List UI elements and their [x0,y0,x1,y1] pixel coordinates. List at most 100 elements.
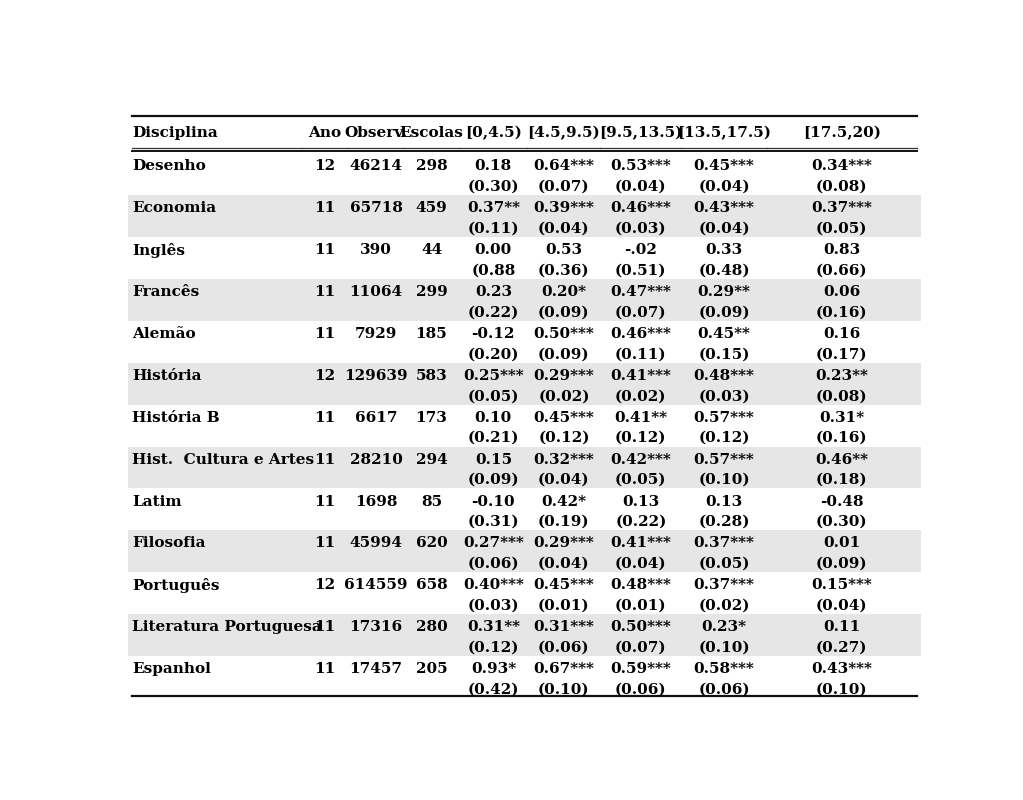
Text: Português: Português [132,578,219,594]
Text: 0.64***: 0.64*** [533,159,594,174]
Text: 0.10: 0.10 [475,410,512,425]
Text: (0.17): (0.17) [816,347,868,362]
Bar [128,614,921,656]
Text: 0.31***: 0.31*** [533,620,594,634]
Text: (0.88: (0.88 [472,263,516,278]
Text: 0.42*: 0.42* [541,494,586,509]
Text: 0.20*: 0.20* [541,285,586,299]
Text: 0.37***: 0.37*** [694,537,755,550]
Text: (0.18): (0.18) [816,473,868,487]
Text: 0.37**: 0.37** [466,202,520,215]
Text: 0.40***: 0.40*** [463,578,524,592]
Text: 0.48***: 0.48*** [611,578,671,592]
Text: Ano: Ano [308,126,341,139]
Text: (0.12): (0.12) [699,431,750,445]
Text: 620: 620 [415,537,447,550]
Text: 0.00: 0.00 [475,243,512,258]
Text: 0.47***: 0.47*** [611,285,671,299]
Text: 1698: 1698 [355,494,397,509]
Text: Hist.  Cultura e Artes: Hist. Cultura e Artes [132,453,314,466]
Text: 0.27***: 0.27*** [463,537,524,550]
Text: 0.46**: 0.46** [815,453,869,466]
Text: 45994: 45994 [350,537,402,550]
Text: (0.10): (0.10) [699,641,750,654]
Text: 0.58***: 0.58*** [694,662,754,676]
Text: 11: 11 [314,620,336,634]
Text: 0.37***: 0.37*** [811,202,873,215]
Text: 0.53***: 0.53*** [611,159,671,174]
Text: -0.12: -0.12 [472,327,516,341]
Text: (0.09): (0.09) [538,306,589,319]
Text: (0.03): (0.03) [468,598,520,613]
Text: Observ.: Observ. [345,126,407,139]
Text: 0.01: 0.01 [824,537,860,550]
Text: 0.16: 0.16 [824,327,860,341]
Text: 0.41**: 0.41** [615,410,667,425]
Text: (0.04): (0.04) [538,557,589,570]
Text: 185: 185 [415,327,447,341]
Text: 0.39***: 0.39*** [533,202,594,215]
Text: (0.12): (0.12) [468,641,519,654]
Text: (0.22): (0.22) [468,306,519,319]
Text: (0.01): (0.01) [615,598,667,613]
Text: (0.09): (0.09) [538,347,589,362]
Text: (0.28): (0.28) [699,515,750,529]
Text: 390: 390 [360,243,392,258]
Text: (0.10): (0.10) [699,473,750,487]
Text: 11: 11 [314,285,336,299]
Text: (0.04): (0.04) [615,180,667,194]
Text: 0.43***: 0.43*** [694,202,755,215]
Text: (0.04): (0.04) [538,473,589,487]
Text: 0.23**: 0.23** [815,369,869,383]
Text: [17.5,20): [17.5,20) [803,126,881,140]
Text: Latim: Latim [132,494,181,509]
Text: 0.57***: 0.57*** [694,453,754,466]
Text: 11: 11 [314,662,336,676]
Text: -0.48: -0.48 [820,494,863,509]
Text: Disciplina: Disciplina [132,126,218,139]
Text: (0.12): (0.12) [538,431,589,445]
Text: 85: 85 [420,494,442,509]
Text: 205: 205 [415,662,447,676]
Text: (0.21): (0.21) [468,431,519,445]
Text: 129639: 129639 [344,369,408,383]
Text: (0.05): (0.05) [816,222,868,236]
Text: 0.25***: 0.25*** [463,369,524,383]
Text: -.02: -.02 [624,243,657,258]
Text: 0.46***: 0.46*** [611,327,671,341]
Text: (0.04): (0.04) [538,222,589,236]
Text: (0.06): (0.06) [615,682,667,697]
Text: 0.11: 0.11 [824,620,860,634]
Text: 0.48***: 0.48*** [694,369,755,383]
Text: (0.31): (0.31) [468,515,520,529]
Bar [128,362,921,405]
Text: (0.16): (0.16) [816,306,868,319]
Text: (0.02): (0.02) [538,390,589,403]
Text: 0.23*: 0.23* [702,620,747,634]
Text: (0.02): (0.02) [699,598,750,613]
Bar [128,530,921,572]
Text: 12: 12 [314,578,336,592]
Text: (0.36): (0.36) [538,263,589,278]
Text: 280: 280 [415,620,447,634]
Text: 0.15: 0.15 [475,453,512,466]
Text: [9.5,13.5): [9.5,13.5) [599,126,682,140]
Text: (0.03): (0.03) [615,222,667,236]
Text: [4.5,9.5): [4.5,9.5) [528,126,601,140]
Text: 0.29***: 0.29*** [534,369,594,383]
Text: (0.05): (0.05) [468,390,519,403]
Text: 0.13: 0.13 [706,494,743,509]
Text: 0.31*: 0.31* [819,410,864,425]
Text: Desenho: Desenho [132,159,206,174]
Text: 44: 44 [420,243,442,258]
Text: (0.04): (0.04) [699,222,750,236]
Text: 7929: 7929 [355,327,397,341]
Text: História: História [132,369,202,383]
Text: 0.50***: 0.50*** [534,327,594,341]
Text: 0.57***: 0.57*** [694,410,754,425]
Text: 11: 11 [314,537,336,550]
Text: 459: 459 [415,202,447,215]
Text: 6617: 6617 [355,410,397,425]
Text: 583: 583 [415,369,447,383]
Text: 614559: 614559 [345,578,408,592]
